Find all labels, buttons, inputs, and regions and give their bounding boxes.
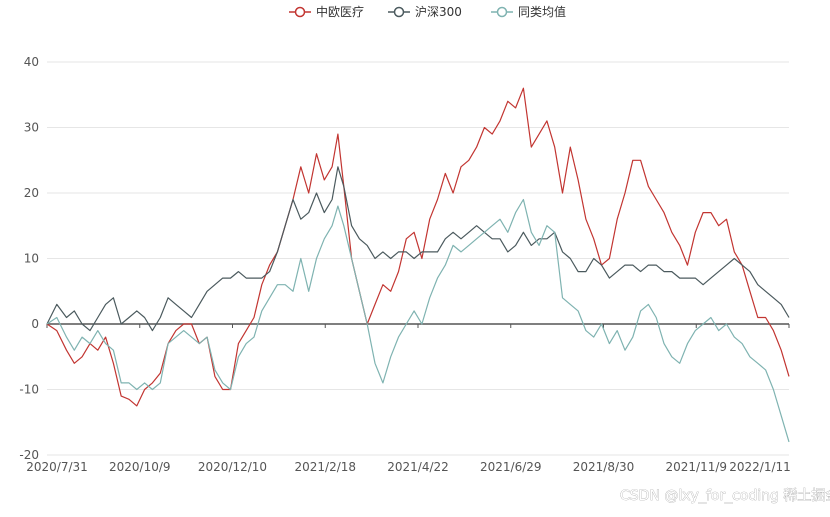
legend-marker xyxy=(294,6,306,18)
grid-lines xyxy=(47,61,789,456)
x-tick-label: 2020/7/31 xyxy=(26,460,88,474)
legend-label: 中欧医疗 xyxy=(316,4,364,19)
x-tick-label: 2021/11/9 xyxy=(665,460,727,474)
legend-item-2[interactable]: 同类均值 xyxy=(491,4,566,19)
y-tick-label: 20 xyxy=(24,186,39,200)
x-tick-label: 2021/8/30 xyxy=(573,460,635,474)
legend-marker xyxy=(393,6,405,18)
legend-label: 同类均值 xyxy=(518,4,566,19)
y-tick-label: 40 xyxy=(24,55,39,69)
x-axis: 2020/7/31 2020/10/9 2020/12/10 2021/2/18 202… xyxy=(26,324,791,474)
series-lines xyxy=(46,87,790,443)
y-tick-label: -10 xyxy=(19,383,39,397)
y-tick-label: 30 xyxy=(24,121,39,135)
series-line-2 xyxy=(46,198,790,443)
x-tick-label: 2022/1/11 xyxy=(729,460,791,474)
legend-marker xyxy=(496,6,508,18)
legend-item-0[interactable]: 中欧医疗 xyxy=(289,4,364,19)
y-tick-label: -20 xyxy=(19,448,39,462)
y-tick-label: 0 xyxy=(31,317,39,331)
legend[interactable]: 中欧医疗 沪深300 同类均值 xyxy=(289,4,566,19)
legend-label: 沪深300 xyxy=(415,5,462,19)
y-axis: -20 -10 0 10 20 30 40 xyxy=(19,55,39,462)
x-tick-label: 2021/6/29 xyxy=(480,460,542,474)
x-tick-label: 2020/10/9 xyxy=(109,460,171,474)
legend-item-1[interactable]: 沪深300 xyxy=(388,5,462,19)
series-line-1 xyxy=(46,166,790,332)
x-tick-label: 2021/4/22 xyxy=(387,460,449,474)
y-tick-label: 10 xyxy=(24,252,39,266)
watermark: CSDN @lxy_for_coding 稀土掘金技术社区 xyxy=(620,488,830,504)
x-tick-label: 2020/12/10 xyxy=(198,460,267,474)
x-tick-label: 2021/2/18 xyxy=(294,460,356,474)
series-line-0 xyxy=(46,87,790,407)
